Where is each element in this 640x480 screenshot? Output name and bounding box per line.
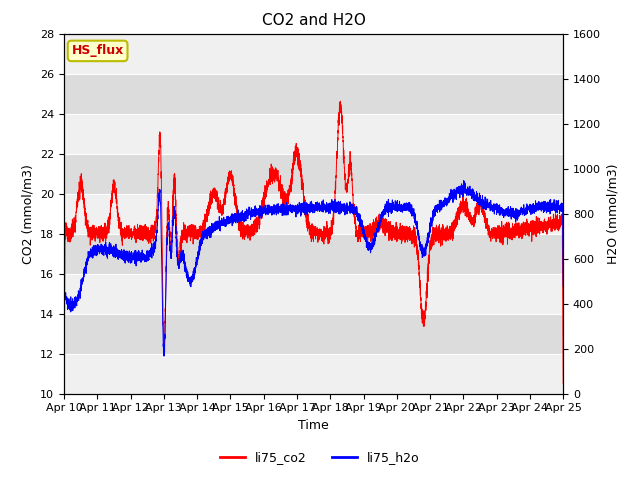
Title: CO2 and H2O: CO2 and H2O [262,13,365,28]
Y-axis label: CO2 (mmol/m3): CO2 (mmol/m3) [22,164,35,264]
Bar [64,313,563,354]
Bar [64,73,563,114]
Legend: li75_co2, li75_h2o: li75_co2, li75_h2o [215,446,425,469]
Bar [64,354,563,394]
X-axis label: Time: Time [298,419,329,432]
Text: HS_flux: HS_flux [72,44,124,58]
Bar [64,193,563,234]
Bar [64,34,563,73]
Bar [64,154,563,193]
Bar [64,234,563,274]
Y-axis label: H2O (mmol/m3): H2O (mmol/m3) [607,163,620,264]
Bar [64,114,563,154]
Bar [64,274,563,313]
